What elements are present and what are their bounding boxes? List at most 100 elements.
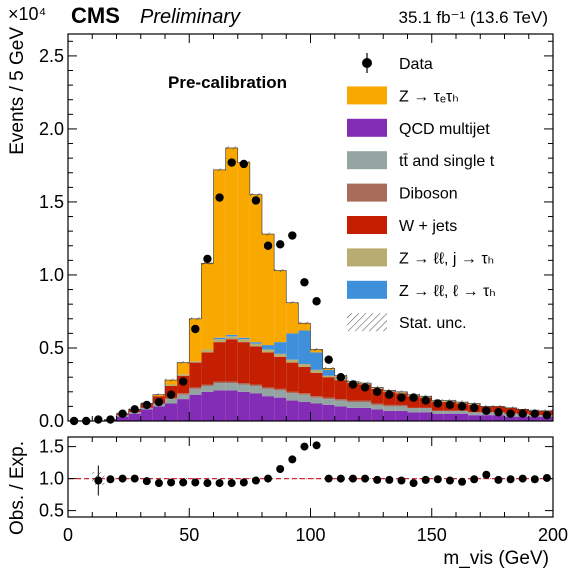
bar-wjets <box>274 356 287 389</box>
data-point <box>409 393 418 402</box>
bar-top <box>249 385 262 394</box>
data-point <box>397 393 406 402</box>
ratio-unc-band <box>68 472 553 485</box>
data-point <box>300 278 309 287</box>
unc-band-bin <box>456 400 469 404</box>
bar-diboson <box>249 384 262 386</box>
bar-top <box>310 397 323 404</box>
bar-zll_jfake <box>201 349 214 353</box>
bar-diboson <box>213 381 226 384</box>
data-point <box>506 409 515 418</box>
ratio-point <box>288 455 297 464</box>
bar-top <box>322 399 335 405</box>
bar-top <box>371 404 384 410</box>
bar-diboson <box>189 387 202 389</box>
bar-diboson <box>383 404 396 407</box>
ratio-point <box>445 476 454 485</box>
ratio-point <box>542 473 551 482</box>
bar-qcd <box>274 397 287 421</box>
legend-label-diboson: Diboson <box>399 186 458 203</box>
ratio-panel: 0.5 1.0 1.5 <box>39 436 554 521</box>
y-tick-label: 2.5 <box>39 46 64 66</box>
ratio-point <box>264 474 273 483</box>
data-point <box>385 390 394 399</box>
bar-wjets <box>189 362 202 388</box>
data-point <box>106 415 115 424</box>
legend-label-ztt: Z → τₑτₕ <box>399 88 459 105</box>
ratio-point <box>494 475 503 484</box>
ratio-y-tick-label: 0.5 <box>39 501 64 521</box>
data-point <box>372 387 382 396</box>
bar-qcd <box>528 416 541 421</box>
bar-top <box>431 410 444 414</box>
bar-wjets <box>346 383 359 401</box>
bar-ztt <box>286 302 299 334</box>
bar-diboson <box>395 404 408 407</box>
bar-diboson <box>286 391 299 394</box>
bar-top <box>189 388 202 395</box>
bar-zll_jfake <box>249 343 262 347</box>
bar-qcd <box>492 415 505 421</box>
bar-top <box>346 402 359 408</box>
bar-top <box>298 394 311 403</box>
unc-band-bin <box>540 409 553 413</box>
bar-zll_lfake <box>262 345 275 350</box>
ratio-point <box>458 477 467 486</box>
unc-band-bin <box>492 404 505 408</box>
ratio-point <box>106 475 115 484</box>
bar-zll_lfake <box>286 333 299 360</box>
ratio-point <box>518 474 527 483</box>
bar-qcd <box>286 400 299 421</box>
bar-wjets <box>286 362 299 392</box>
data-point <box>263 241 273 250</box>
y-tick-label: 2.0 <box>39 119 64 139</box>
data-point <box>360 383 370 392</box>
bar-qcd <box>140 409 153 421</box>
bar-diboson <box>334 399 347 401</box>
x-tick-label: 100 <box>295 525 325 545</box>
bar-zll_jfake <box>237 339 250 343</box>
legend-data-marker <box>362 58 372 68</box>
data-point <box>239 159 249 169</box>
bar-wjets <box>334 380 347 400</box>
unc-band-bin <box>371 385 384 389</box>
x-tick-label: 150 <box>417 525 447 545</box>
bar-zll_jfake <box>286 359 299 363</box>
ratio-point <box>94 476 103 485</box>
unc-band-bin <box>177 361 190 365</box>
bar-qcd <box>189 394 202 421</box>
ratio-point <box>397 476 406 485</box>
bar-qcd <box>298 402 311 421</box>
bar-qcd <box>262 396 275 421</box>
bar-qcd <box>213 390 226 421</box>
bar-top <box>334 400 347 407</box>
ratio-point <box>373 475 382 484</box>
legend-swatch-zll_lfake <box>347 280 387 299</box>
bar-qcd <box>407 412 420 421</box>
data-point <box>251 196 261 205</box>
bar-top <box>443 410 456 414</box>
ratio-point <box>239 478 248 487</box>
data-point <box>154 397 164 407</box>
ratio-point <box>227 479 236 488</box>
ratio-frame <box>67 436 554 518</box>
ratio-point <box>154 479 163 488</box>
bar-top <box>395 406 408 411</box>
ratio-point <box>361 474 370 483</box>
bar-diboson <box>262 387 275 389</box>
bar-zll_jfake <box>213 339 226 343</box>
unc-band-bin <box>395 390 408 394</box>
bar-diboson <box>237 383 250 385</box>
bar-diboson <box>310 396 323 398</box>
unc-band-bin <box>419 394 432 398</box>
unc-band-bin <box>225 146 238 150</box>
unc-band-bin <box>262 232 275 236</box>
ratio-point <box>385 475 394 484</box>
bar-ztt <box>274 270 287 343</box>
unc-band-bin <box>468 401 481 405</box>
bar-zll_jfake <box>322 375 335 378</box>
data-point <box>215 193 224 202</box>
bar-top <box>274 390 287 398</box>
legend-swatch-top <box>347 151 387 170</box>
